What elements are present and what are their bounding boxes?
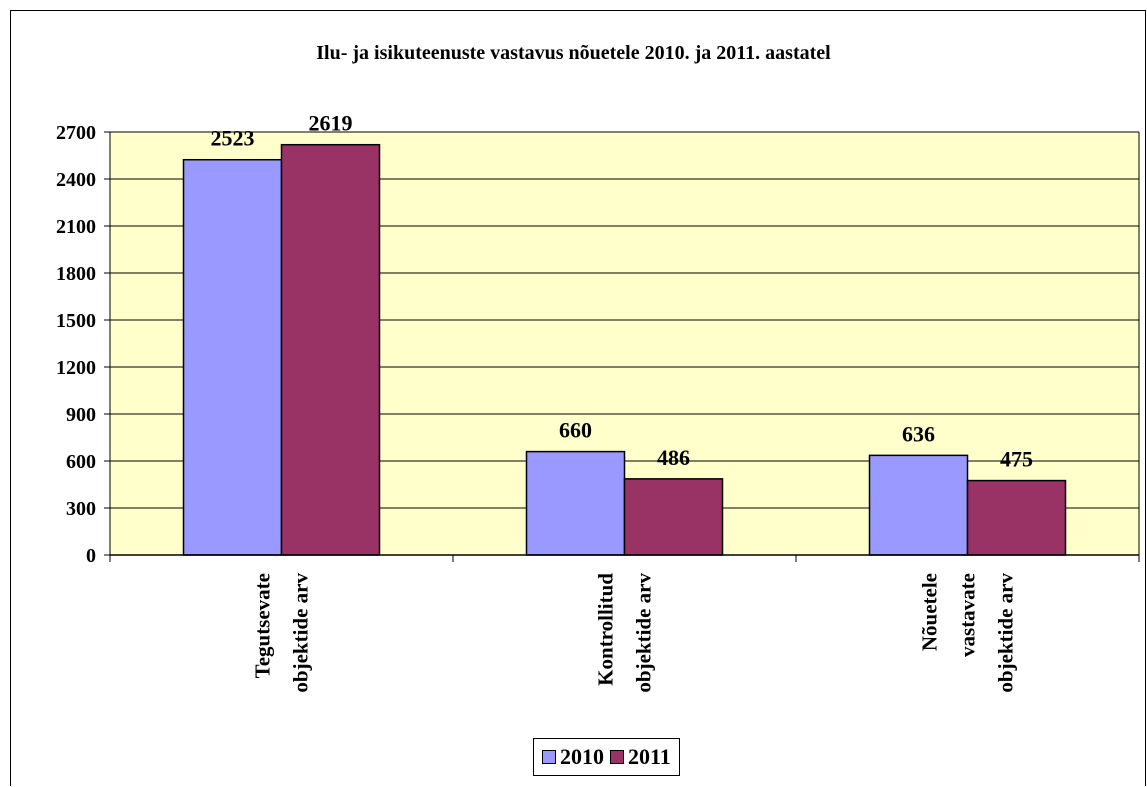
category-label-1-0: Kontrollitud <box>594 573 618 686</box>
data-label-2010-2: 636 <box>902 421 935 446</box>
category-label-2-0: Nõuetele <box>918 573 942 651</box>
labels: 0 300 600 900 1200 1500 1800 2100 2400 2700 2523 26… <box>56 111 1033 693</box>
bar-2010-1 <box>525 450 626 556</box>
category-label-2-2: objektide arv <box>994 573 1018 693</box>
y-tick-label-2700: 2700 <box>56 122 96 144</box>
y-tick-label-600: 600 <box>66 451 96 473</box>
y-tick-label-2100: 2100 <box>56 216 96 238</box>
category-label-0-0: Tegutsevate <box>251 573 275 678</box>
bar-2010-2 <box>868 454 969 556</box>
category-label-0-1: objektide arv <box>289 573 313 693</box>
legend-label-2010: 2010 <box>560 744 604 769</box>
bar-2011-0 <box>280 143 381 556</box>
axes <box>104 131 1140 562</box>
y-tick-label-1200: 1200 <box>56 357 96 379</box>
data-label-2011-0: 2619 <box>309 111 353 136</box>
category-label-2-1: vastavate <box>956 573 980 657</box>
data-label-2011-2: 475 <box>1000 447 1033 472</box>
legend-item-2010: 2010 <box>542 744 604 770</box>
chart-title: Ilu- ja isikuteenuste vastavus nõuetele … <box>316 42 831 64</box>
data-label-2010-1: 660 <box>559 418 592 443</box>
y-tick-label-2400: 2400 <box>56 169 96 191</box>
legend-label-2011: 2011 <box>628 744 671 769</box>
y-tick-label-900: 900 <box>66 404 96 426</box>
data-label-2011-1: 486 <box>657 445 690 470</box>
bar-2010-0 <box>182 158 283 556</box>
legend-item-2011: 2011 <box>610 744 671 770</box>
legend-swatch-2010 <box>542 750 556 764</box>
data-label-2010-0: 2523 <box>211 126 255 151</box>
y-tick-label-1800: 1800 <box>56 263 96 285</box>
legend-swatch-2011 <box>610 750 624 764</box>
category-label-1-1: objektide arv <box>632 573 656 693</box>
bar-2011-2 <box>966 479 1067 556</box>
legend: 2010 2011 <box>533 738 680 776</box>
y-tick-label-1500: 1500 <box>56 310 96 332</box>
y-tick-label-300: 300 <box>66 498 96 520</box>
bar-2011-1 <box>623 478 724 556</box>
y-tick-label-0: 0 <box>86 545 96 567</box>
